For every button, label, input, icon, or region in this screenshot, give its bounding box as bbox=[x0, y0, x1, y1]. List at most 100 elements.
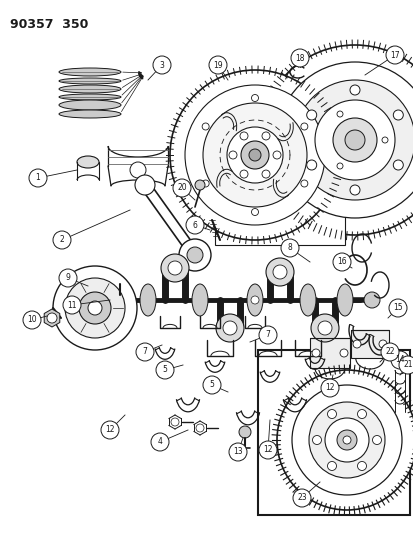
Circle shape bbox=[240, 132, 247, 140]
Circle shape bbox=[306, 160, 316, 170]
Text: 8: 8 bbox=[287, 244, 292, 253]
Circle shape bbox=[324, 418, 368, 462]
Circle shape bbox=[352, 340, 360, 348]
Circle shape bbox=[101, 421, 119, 439]
Text: 21: 21 bbox=[402, 360, 412, 369]
Ellipse shape bbox=[336, 284, 352, 316]
Circle shape bbox=[216, 314, 243, 342]
Ellipse shape bbox=[299, 284, 315, 316]
Circle shape bbox=[173, 179, 190, 197]
Text: 9: 9 bbox=[65, 273, 70, 282]
FancyBboxPatch shape bbox=[309, 338, 349, 368]
Ellipse shape bbox=[192, 284, 207, 316]
Circle shape bbox=[312, 435, 321, 445]
Text: 11: 11 bbox=[67, 301, 76, 310]
Text: 10: 10 bbox=[27, 316, 37, 325]
Circle shape bbox=[314, 100, 394, 180]
Circle shape bbox=[135, 175, 154, 195]
Circle shape bbox=[153, 56, 171, 74]
Ellipse shape bbox=[59, 85, 121, 93]
Circle shape bbox=[372, 435, 380, 445]
Circle shape bbox=[290, 49, 308, 67]
Circle shape bbox=[259, 326, 276, 344]
Circle shape bbox=[310, 314, 338, 342]
Circle shape bbox=[59, 269, 77, 287]
Circle shape bbox=[336, 430, 356, 450]
Circle shape bbox=[195, 424, 204, 432]
Circle shape bbox=[240, 141, 268, 169]
Text: 1: 1 bbox=[36, 174, 40, 182]
Circle shape bbox=[294, 80, 413, 200]
Circle shape bbox=[29, 169, 47, 187]
FancyBboxPatch shape bbox=[350, 330, 388, 358]
Circle shape bbox=[261, 132, 269, 140]
Circle shape bbox=[202, 376, 221, 394]
Circle shape bbox=[311, 349, 319, 357]
Ellipse shape bbox=[59, 78, 121, 84]
Circle shape bbox=[349, 85, 359, 95]
Text: 3: 3 bbox=[159, 61, 164, 69]
Ellipse shape bbox=[59, 100, 121, 110]
Circle shape bbox=[276, 370, 413, 510]
Circle shape bbox=[47, 313, 57, 323]
Circle shape bbox=[300, 123, 307, 130]
Text: 19: 19 bbox=[213, 61, 222, 69]
Text: 5: 5 bbox=[209, 381, 214, 390]
Circle shape bbox=[53, 231, 71, 249]
Text: 20: 20 bbox=[177, 183, 186, 192]
Circle shape bbox=[300, 180, 307, 187]
Circle shape bbox=[248, 149, 260, 161]
Circle shape bbox=[161, 254, 189, 282]
Circle shape bbox=[251, 208, 258, 215]
Circle shape bbox=[88, 301, 102, 315]
Circle shape bbox=[378, 340, 386, 348]
Circle shape bbox=[357, 409, 366, 418]
Circle shape bbox=[185, 85, 324, 225]
Ellipse shape bbox=[140, 284, 156, 316]
Ellipse shape bbox=[247, 284, 262, 316]
Circle shape bbox=[259, 441, 276, 459]
Text: 18: 18 bbox=[294, 53, 304, 62]
Circle shape bbox=[339, 349, 347, 357]
Bar bbox=[257, 350, 409, 515]
Circle shape bbox=[130, 162, 146, 178]
Ellipse shape bbox=[77, 156, 99, 168]
Text: 13: 13 bbox=[233, 448, 242, 456]
Circle shape bbox=[156, 361, 173, 379]
Circle shape bbox=[280, 239, 298, 257]
Circle shape bbox=[226, 127, 282, 183]
Circle shape bbox=[187, 247, 202, 263]
Circle shape bbox=[336, 111, 342, 117]
Circle shape bbox=[171, 418, 178, 426]
Circle shape bbox=[259, 45, 413, 235]
Circle shape bbox=[202, 180, 209, 187]
Circle shape bbox=[251, 94, 258, 101]
Circle shape bbox=[136, 343, 154, 361]
Circle shape bbox=[398, 356, 413, 374]
Polygon shape bbox=[44, 309, 59, 327]
Circle shape bbox=[342, 436, 350, 444]
Text: 17: 17 bbox=[389, 51, 399, 60]
Circle shape bbox=[381, 137, 387, 143]
Circle shape bbox=[344, 130, 364, 150]
Text: 22: 22 bbox=[385, 348, 394, 357]
Circle shape bbox=[357, 462, 366, 471]
Ellipse shape bbox=[59, 110, 121, 118]
Circle shape bbox=[238, 426, 250, 438]
Circle shape bbox=[266, 258, 293, 286]
Circle shape bbox=[317, 321, 331, 335]
FancyBboxPatch shape bbox=[214, 185, 344, 245]
Text: 16: 16 bbox=[336, 257, 346, 266]
Circle shape bbox=[291, 385, 401, 495]
Circle shape bbox=[65, 278, 125, 338]
Text: 15: 15 bbox=[392, 303, 402, 312]
Text: 90357  350: 90357 350 bbox=[10, 18, 88, 31]
Circle shape bbox=[392, 110, 402, 120]
Circle shape bbox=[327, 462, 336, 471]
Circle shape bbox=[349, 185, 359, 195]
Text: 4: 4 bbox=[157, 438, 162, 447]
Circle shape bbox=[228, 443, 247, 461]
Circle shape bbox=[178, 239, 211, 271]
Circle shape bbox=[336, 163, 342, 169]
Circle shape bbox=[185, 216, 204, 234]
